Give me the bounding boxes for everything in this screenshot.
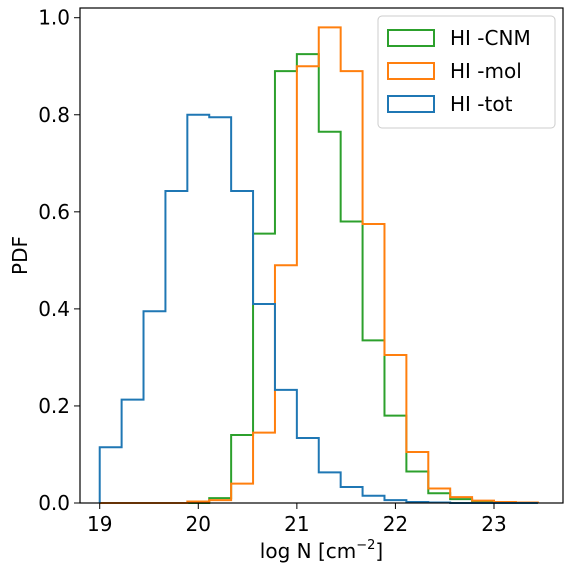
legend-box (377, 15, 556, 129)
y-tick-label: 0.6 (38, 200, 70, 224)
y-tick-label: 1.0 (38, 6, 70, 30)
y-tick-label: 0.0 (38, 491, 70, 515)
x-axis-label-exponent: −2 (356, 538, 375, 553)
y-tick-label: 0.2 (38, 394, 70, 418)
series-hi-tot-step (98, 113, 538, 504)
legend-label: HI -CNM (450, 26, 531, 50)
x-tick-label: 19 (87, 512, 112, 536)
y-axis-label: PDF (8, 236, 32, 275)
legend-swatch (387, 29, 435, 47)
legend-label: HI -mol (450, 59, 522, 83)
series-hi-mol-step (99, 26, 539, 504)
legend-swatch (387, 95, 435, 113)
x-tick-label: 20 (186, 512, 211, 536)
x-tick-label: 23 (481, 512, 506, 536)
x-axis-label-close: ] (375, 539, 383, 563)
legend: HI -CNM HI -mol HI -tot (377, 15, 556, 129)
x-axis-label-base: log N [cm (260, 539, 356, 563)
ticks-layer: 19 20 21 22 23 0.0 0.2 0.4 0.6 0.8 1.0 (38, 6, 507, 536)
x-axis-label: log N [cm−2] (260, 538, 383, 563)
plot-frame (79, 7, 564, 504)
x-tick-label: 21 (284, 512, 309, 536)
x-tick-label: 22 (383, 512, 408, 536)
y-tick-label: 0.8 (38, 103, 70, 127)
legend-swatch (387, 62, 435, 80)
legend-label: HI -tot (450, 92, 513, 116)
y-tick-label: 0.4 (38, 297, 70, 321)
